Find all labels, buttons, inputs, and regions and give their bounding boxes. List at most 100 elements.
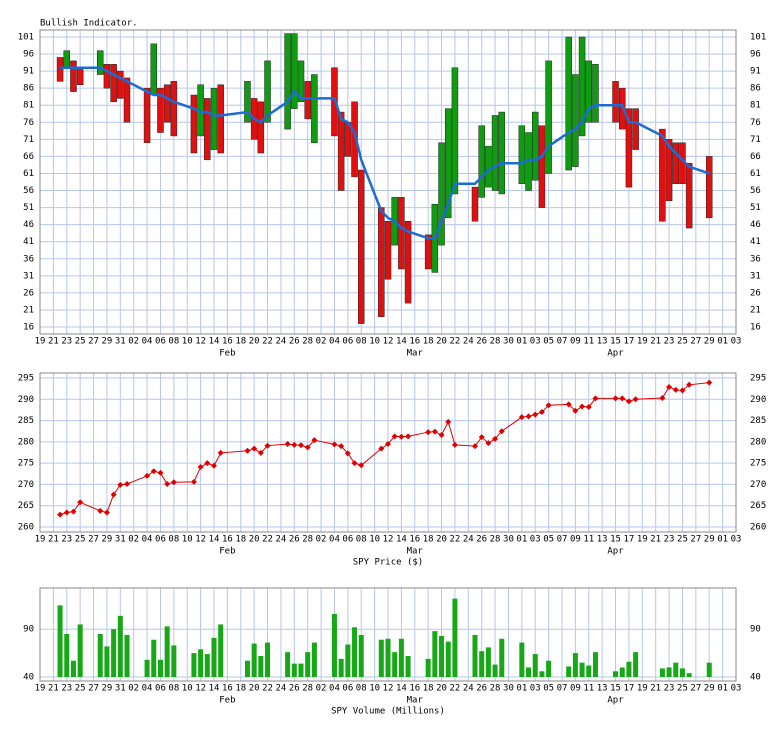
price-marker	[445, 418, 452, 425]
volume-bar	[244, 660, 250, 677]
x-tick-label: 08	[356, 535, 367, 545]
x-tick-label: 02	[128, 684, 139, 694]
volume-bar	[358, 634, 364, 677]
y-tick-label: 66	[23, 152, 34, 162]
x-tick-label: 13	[597, 337, 608, 347]
x-tick-label: 26	[476, 535, 487, 545]
month-label: Feb	[219, 696, 235, 706]
y-tick-label-right: 285	[750, 416, 766, 426]
month-label: Mar	[407, 349, 424, 359]
x-tick-label: 04	[329, 684, 340, 694]
range-bar	[143, 87, 151, 144]
volume-bar	[566, 666, 572, 677]
price-marker	[124, 481, 130, 488]
x-tick-label: 18	[423, 535, 434, 545]
x-tick-label: 29	[704, 684, 715, 694]
x-tick-label: 27	[690, 535, 701, 545]
x-tick-label: 13	[597, 684, 608, 694]
price-marker	[204, 460, 211, 467]
x-tick-label: 03	[530, 535, 541, 545]
price-marker	[110, 491, 117, 498]
price-marker	[525, 413, 532, 420]
volume-bar	[546, 660, 552, 677]
x-tick-label: 25	[677, 535, 688, 545]
range-bar	[257, 101, 265, 154]
x-tick-label: 28	[490, 684, 501, 694]
price-marker	[117, 481, 124, 488]
volume-bar	[445, 641, 451, 677]
volume-bar	[104, 646, 110, 677]
range-bar	[351, 101, 358, 178]
price-marker	[311, 437, 318, 444]
y-tick-label-right: 21	[750, 305, 761, 315]
volume-bar	[204, 654, 210, 677]
x-tick-label: 18	[423, 684, 434, 694]
x-tick-label: 14	[396, 684, 407, 694]
volume-bar	[338, 658, 344, 677]
x-tick-label: 06	[342, 337, 353, 347]
range-bar	[632, 108, 639, 150]
range-bar	[705, 156, 713, 219]
x-tick-label: 23	[61, 684, 72, 694]
price-marker	[103, 509, 110, 516]
x-tick-label: 06	[155, 535, 166, 545]
y-tick-label-right: 71	[750, 135, 761, 145]
x-tick-label: 27	[88, 337, 99, 347]
y-tick-label: 280	[18, 437, 34, 447]
x-tick-label: 20	[436, 535, 447, 545]
volume-bar	[298, 663, 304, 677]
volume-bar	[57, 605, 63, 677]
price-marker	[619, 395, 626, 402]
volume-bar	[572, 653, 578, 677]
volume-bar	[579, 662, 585, 677]
volume-bar	[311, 642, 317, 677]
price-marker	[485, 440, 492, 447]
x-tick-label: 31	[115, 684, 126, 694]
volume-bar	[211, 637, 217, 677]
x-axis-label: SPY Volume (Millions)	[331, 707, 445, 717]
x-tick-label: 31	[115, 337, 126, 347]
y-tick-label-right: 290	[750, 395, 766, 405]
x-tick-label: 10	[182, 684, 193, 694]
volume-bar	[499, 638, 505, 677]
x-tick-label: 26	[476, 684, 487, 694]
month-label: Feb	[219, 349, 235, 359]
price-marker	[244, 447, 251, 454]
x-tick-label: 08	[168, 535, 179, 545]
volume-bar	[592, 652, 598, 677]
y-tick-label-right: 96	[750, 50, 761, 60]
range-bar	[170, 81, 178, 137]
price-marker	[538, 409, 545, 416]
x-tick-label: 24	[463, 684, 474, 694]
x-tick-label: 10	[182, 337, 193, 347]
volume-bar	[385, 638, 391, 677]
price-marker	[625, 398, 632, 405]
x-tick-label: 10	[369, 337, 380, 347]
y-tick-label: 90	[23, 625, 34, 635]
x-tick-label: 20	[436, 337, 447, 347]
x-tick-label: 13	[597, 535, 608, 545]
x-tick-label: 23	[664, 684, 675, 694]
volume-bar	[425, 658, 431, 677]
range-bar	[685, 162, 693, 229]
month-label: Apr	[607, 696, 624, 706]
volume-bar	[439, 635, 445, 677]
x-tick-label: 29	[102, 535, 113, 545]
x-tick-label: 18	[423, 337, 434, 347]
range-bar	[56, 57, 64, 82]
price-marker	[63, 509, 70, 516]
price-marker	[170, 479, 177, 486]
range-bar	[538, 125, 546, 208]
x-tick-label: 02	[128, 337, 139, 347]
volume-bar	[452, 598, 458, 677]
price-marker	[585, 403, 592, 410]
y-tick-label-right: 26	[750, 288, 761, 298]
volume-bar	[77, 624, 83, 677]
x-tick-label: 21	[48, 337, 59, 347]
x-tick-label: 01	[717, 337, 728, 347]
volume-bar	[352, 627, 358, 677]
x-tick-label: 22	[450, 684, 461, 694]
x-tick-label: 02	[316, 535, 327, 545]
range-bar	[304, 81, 311, 120]
price-marker	[257, 449, 264, 456]
